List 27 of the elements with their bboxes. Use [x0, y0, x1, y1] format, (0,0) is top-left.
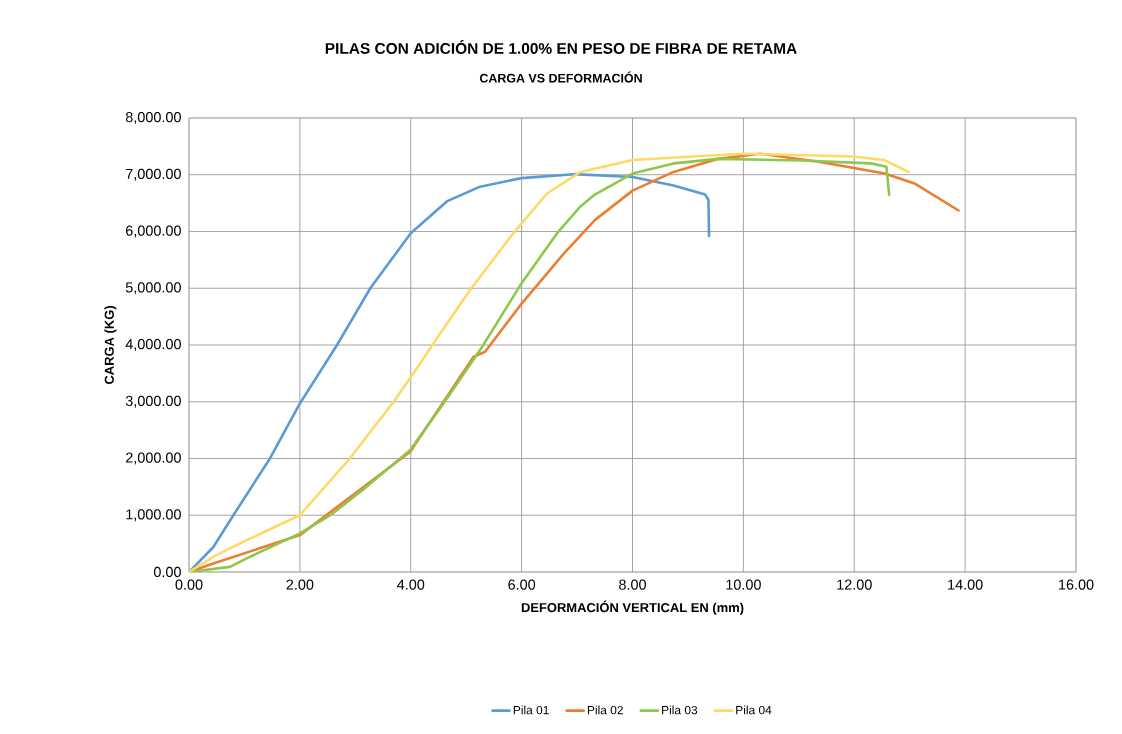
y-tick-label: 4,000.00 [125, 339, 181, 351]
x-tick-label: 10.00 [726, 579, 761, 590]
x-axis-title: DEFORMACIÓN VERTICAL EN (mm) [521, 600, 744, 615]
y-tick-label: 5,000.00 [125, 282, 181, 295]
chart-subtitle: CARGA VS DEFORMACIÓN [479, 71, 642, 83]
x-tick-label: 2.00 [286, 579, 314, 590]
x-tick-label: 4.00 [397, 579, 425, 590]
y-tick-label: 3,000.00 [125, 395, 181, 408]
legend-label: Pila 04 [736, 705, 772, 715]
y-axis-title: CARGA (KG) [104, 306, 117, 385]
legend-label: Pila 03 [662, 705, 698, 715]
y-tick-label: 1,000.00 [126, 509, 181, 522]
x-tick-label: 14.00 [948, 579, 983, 590]
legend-label: Pila 02 [587, 705, 623, 715]
line-series [189, 172, 711, 572]
y-tick-label: 7,000.00 [125, 168, 181, 181]
x-tick-label: 6.00 [508, 579, 536, 590]
y-tick-label: 6,000.00 [125, 225, 181, 238]
x-tick-label: 8.00 [619, 579, 646, 590]
y-tick-label: 8,000.00 [125, 112, 181, 124]
y-tick-label: 2,000.00 [125, 452, 181, 465]
y-tick-label: 0.00 [153, 566, 181, 578]
chart-title: PILAS CON ADICIÓN DE 1.00% EN PESO DE FIBRA DE RETAMA [325, 40, 797, 54]
legend-label: Pila 01 [513, 705, 549, 715]
x-tick-label: 0.00 [175, 579, 203, 590]
x-tick-label: 12.00 [837, 579, 872, 590]
x-tick-label: 16.00 [1059, 579, 1094, 590]
